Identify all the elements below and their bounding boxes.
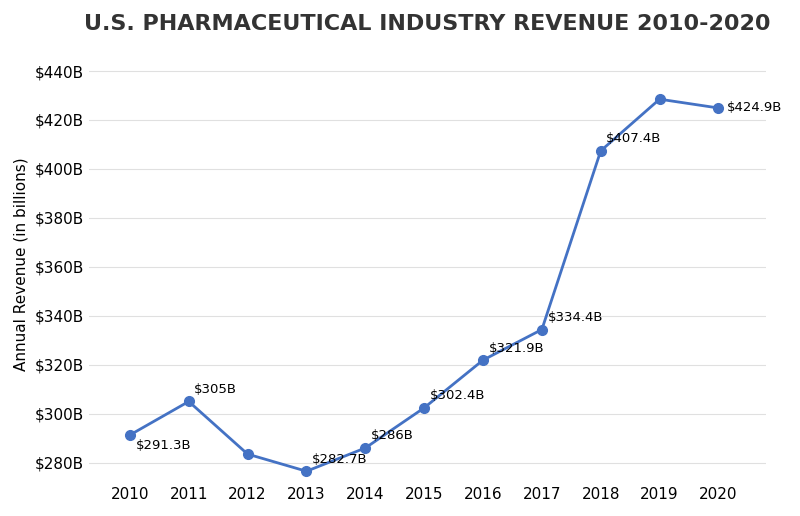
Text: $321.9B: $321.9B (489, 342, 544, 354)
Text: $334.4B: $334.4B (547, 311, 603, 324)
Text: $407.4B: $407.4B (606, 132, 662, 146)
Text: $305B: $305B (194, 383, 238, 396)
Text: $282.7B: $282.7B (312, 453, 368, 465)
Text: $286B: $286B (371, 429, 414, 442)
Y-axis label: Annual Revenue (in billions): Annual Revenue (in billions) (14, 157, 29, 371)
Text: $424.9B: $424.9B (726, 102, 782, 115)
Text: $302.4B: $302.4B (430, 389, 486, 402)
Title: U.S. PHARMACEUTICAL INDUSTRY REVENUE 2010-2020: U.S. PHARMACEUTICAL INDUSTRY REVENUE 201… (84, 14, 770, 34)
Text: $291.3B: $291.3B (135, 439, 191, 452)
